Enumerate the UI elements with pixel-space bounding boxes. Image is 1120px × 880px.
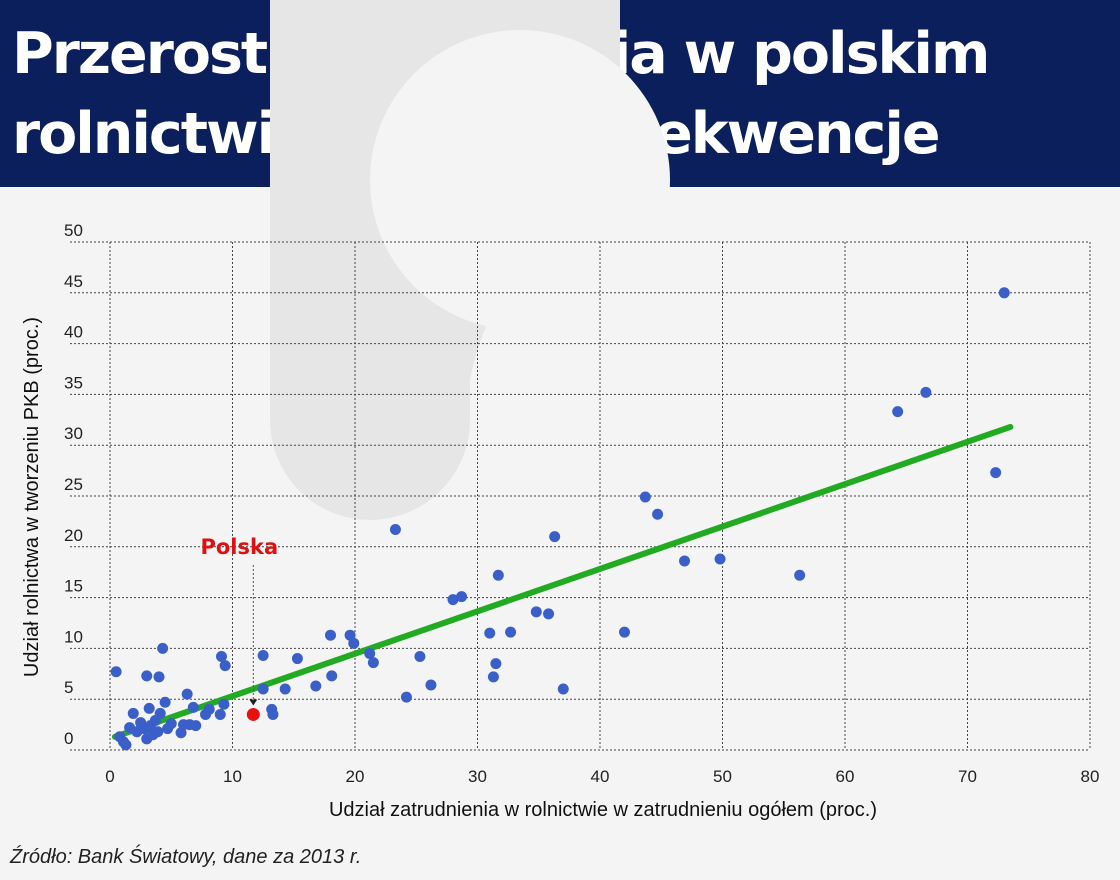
logo-watermark [270, 0, 670, 520]
source-note: Źródło: Bank Światowy, dane za 2013 r. [10, 846, 362, 868]
x-tick-label: 50 [713, 767, 732, 786]
y-tick-label: 10 [64, 627, 83, 646]
scatter-point [400, 691, 412, 703]
scatter-point [153, 671, 165, 683]
x-tick-label: 60 [836, 767, 855, 786]
scatter-point [257, 650, 269, 662]
x-tick-label: 30 [468, 767, 487, 786]
tick-labels: 0 10 20 30 40 50 60 70 80 0 5 10 15 20 25 30 35 40 45 50 [64, 221, 1099, 786]
scatter-point [141, 670, 153, 682]
scatter-point [154, 707, 166, 719]
scatter-point-highlight [246, 707, 260, 721]
scatter-point [219, 660, 231, 672]
scatter-point [364, 647, 376, 659]
scatter-point [143, 702, 155, 714]
x-axis-label: Udział zatrudnienia w rolnictwie w zatru… [329, 799, 877, 821]
highlight-label: Polska [200, 535, 278, 559]
x-tick-label: 40 [591, 767, 610, 786]
scatter-point [639, 491, 651, 503]
scatter-point [187, 701, 199, 713]
scatter-point [291, 653, 303, 665]
x-tick-label: 70 [958, 767, 977, 786]
scatter-point [190, 720, 202, 732]
data-points [110, 287, 1010, 751]
scatter-point [215, 651, 227, 663]
scatter-point [325, 629, 336, 641]
scatter-point [257, 683, 269, 695]
scatter-point [990, 467, 1002, 479]
scatter-point [326, 670, 338, 682]
scatter-point [267, 708, 279, 720]
scatter-point [543, 608, 555, 620]
y-tick-label: 45 [64, 272, 83, 291]
scatter-point [549, 531, 561, 543]
y-axis-label: Udział rolnictwa w tworzeniu PKB (proc.) [21, 317, 43, 677]
scatter-point [892, 406, 904, 418]
scatter-point [218, 698, 230, 710]
scatter-point [120, 739, 132, 751]
scatter-point [679, 555, 691, 567]
scatter-point [181, 688, 193, 700]
scatter-point [159, 696, 171, 708]
y-tick-label: 20 [64, 526, 83, 545]
annotation-arrow-icon [249, 699, 258, 706]
grid-lines [70, 241, 1091, 751]
y-tick-label: 30 [64, 424, 83, 443]
x-tick-label: 80 [1081, 767, 1100, 786]
scatter-point [157, 642, 169, 654]
y-tick-label: 50 [64, 221, 83, 240]
scatter-point [652, 508, 664, 520]
scatter-point [530, 606, 542, 618]
scatter-point [714, 553, 726, 565]
y-tick-label: 25 [64, 475, 83, 494]
y-tick-label: 40 [64, 323, 83, 342]
x-tick-label: 10 [223, 767, 242, 786]
scatter-point [389, 524, 401, 536]
scatter-point [505, 626, 517, 638]
scatter-point [203, 703, 215, 715]
scatter-point [367, 657, 379, 669]
scatter-point [152, 726, 164, 738]
scatter-point [794, 569, 806, 581]
scatter-point [998, 287, 1010, 299]
scatter-point [619, 626, 630, 638]
scatter-point [557, 683, 569, 695]
scatter-point [310, 680, 322, 692]
scatter-point [456, 591, 468, 603]
scatter-point [484, 627, 496, 639]
y-tick-label: 15 [64, 577, 83, 596]
scatter-point [920, 386, 932, 398]
scatter-point [447, 594, 459, 606]
scatter-point [492, 569, 504, 581]
scatter-point [165, 718, 177, 730]
y-tick-label: 5 [64, 678, 73, 697]
scatter-point [414, 651, 426, 663]
scatter-point [490, 658, 502, 670]
x-tick-label: 0 [105, 767, 114, 786]
annotation-group: Polska [200, 535, 278, 721]
scatter-point [110, 666, 122, 678]
y-tick-label: 35 [64, 373, 83, 392]
scatter-point [425, 679, 437, 691]
x-tick-label: 20 [346, 767, 365, 786]
y-tick-label: 0 [64, 729, 73, 748]
scatter-point [348, 637, 360, 649]
scatter-point [279, 683, 291, 695]
scatter-point [127, 707, 139, 719]
scatter-point [487, 671, 499, 683]
scatter-point [214, 708, 226, 720]
